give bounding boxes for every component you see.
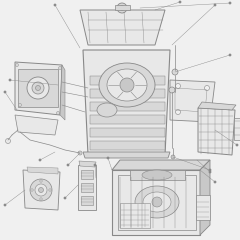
Polygon shape: [60, 65, 65, 120]
Circle shape: [209, 171, 211, 173]
Circle shape: [94, 164, 96, 166]
Polygon shape: [15, 62, 62, 115]
Polygon shape: [27, 167, 58, 174]
Circle shape: [18, 103, 22, 107]
Circle shape: [64, 197, 66, 199]
Polygon shape: [198, 102, 236, 110]
Circle shape: [36, 85, 41, 90]
Polygon shape: [83, 152, 170, 158]
Circle shape: [214, 181, 216, 183]
Polygon shape: [170, 80, 215, 122]
Circle shape: [31, 189, 33, 191]
Circle shape: [107, 157, 109, 159]
Circle shape: [6, 138, 11, 144]
Circle shape: [175, 84, 180, 89]
Ellipse shape: [107, 69, 147, 101]
Polygon shape: [112, 160, 210, 170]
Circle shape: [54, 4, 56, 6]
Polygon shape: [112, 170, 200, 235]
Bar: [234, 118, 240, 140]
Polygon shape: [23, 170, 60, 210]
Bar: [81, 170, 93, 179]
Circle shape: [169, 87, 175, 93]
Bar: [196, 195, 210, 220]
Bar: [90, 141, 165, 150]
Circle shape: [203, 112, 208, 116]
Bar: [81, 196, 93, 205]
Bar: [18, 69, 58, 107]
Polygon shape: [130, 170, 185, 180]
Circle shape: [16, 64, 18, 66]
Bar: [90, 76, 165, 85]
Bar: [120, 203, 150, 228]
Polygon shape: [15, 115, 58, 135]
Circle shape: [30, 179, 52, 201]
Circle shape: [204, 85, 210, 90]
Ellipse shape: [142, 170, 172, 180]
Bar: [81, 183, 93, 192]
Polygon shape: [79, 161, 96, 167]
Circle shape: [152, 197, 162, 207]
Circle shape: [214, 4, 216, 6]
Circle shape: [229, 2, 231, 4]
Circle shape: [172, 69, 178, 75]
Bar: [78, 165, 96, 210]
Circle shape: [209, 169, 211, 171]
Polygon shape: [80, 10, 165, 45]
Bar: [90, 128, 165, 137]
Circle shape: [9, 79, 11, 81]
Ellipse shape: [97, 103, 117, 117]
Circle shape: [32, 82, 44, 94]
Polygon shape: [198, 108, 235, 155]
Circle shape: [171, 155, 175, 159]
Circle shape: [120, 78, 134, 92]
Bar: [90, 102, 165, 111]
Circle shape: [40, 180, 42, 182]
Circle shape: [59, 66, 61, 70]
Ellipse shape: [99, 63, 155, 107]
Polygon shape: [200, 160, 210, 235]
Circle shape: [175, 109, 180, 114]
Circle shape: [39, 159, 41, 161]
Circle shape: [78, 151, 82, 155]
Circle shape: [179, 1, 181, 3]
Circle shape: [4, 91, 6, 93]
Circle shape: [120, 6, 125, 11]
Bar: [90, 115, 165, 124]
Circle shape: [229, 54, 231, 56]
Circle shape: [27, 77, 49, 99]
Polygon shape: [115, 5, 130, 10]
Circle shape: [49, 189, 51, 191]
Circle shape: [67, 164, 69, 166]
Ellipse shape: [135, 186, 179, 218]
Ellipse shape: [143, 192, 171, 212]
Circle shape: [38, 187, 43, 192]
Circle shape: [40, 198, 42, 200]
Bar: [90, 89, 165, 98]
Circle shape: [56, 112, 60, 114]
Polygon shape: [83, 50, 170, 155]
Circle shape: [4, 204, 6, 206]
Circle shape: [35, 184, 47, 196]
Circle shape: [117, 3, 127, 13]
Circle shape: [236, 144, 238, 146]
